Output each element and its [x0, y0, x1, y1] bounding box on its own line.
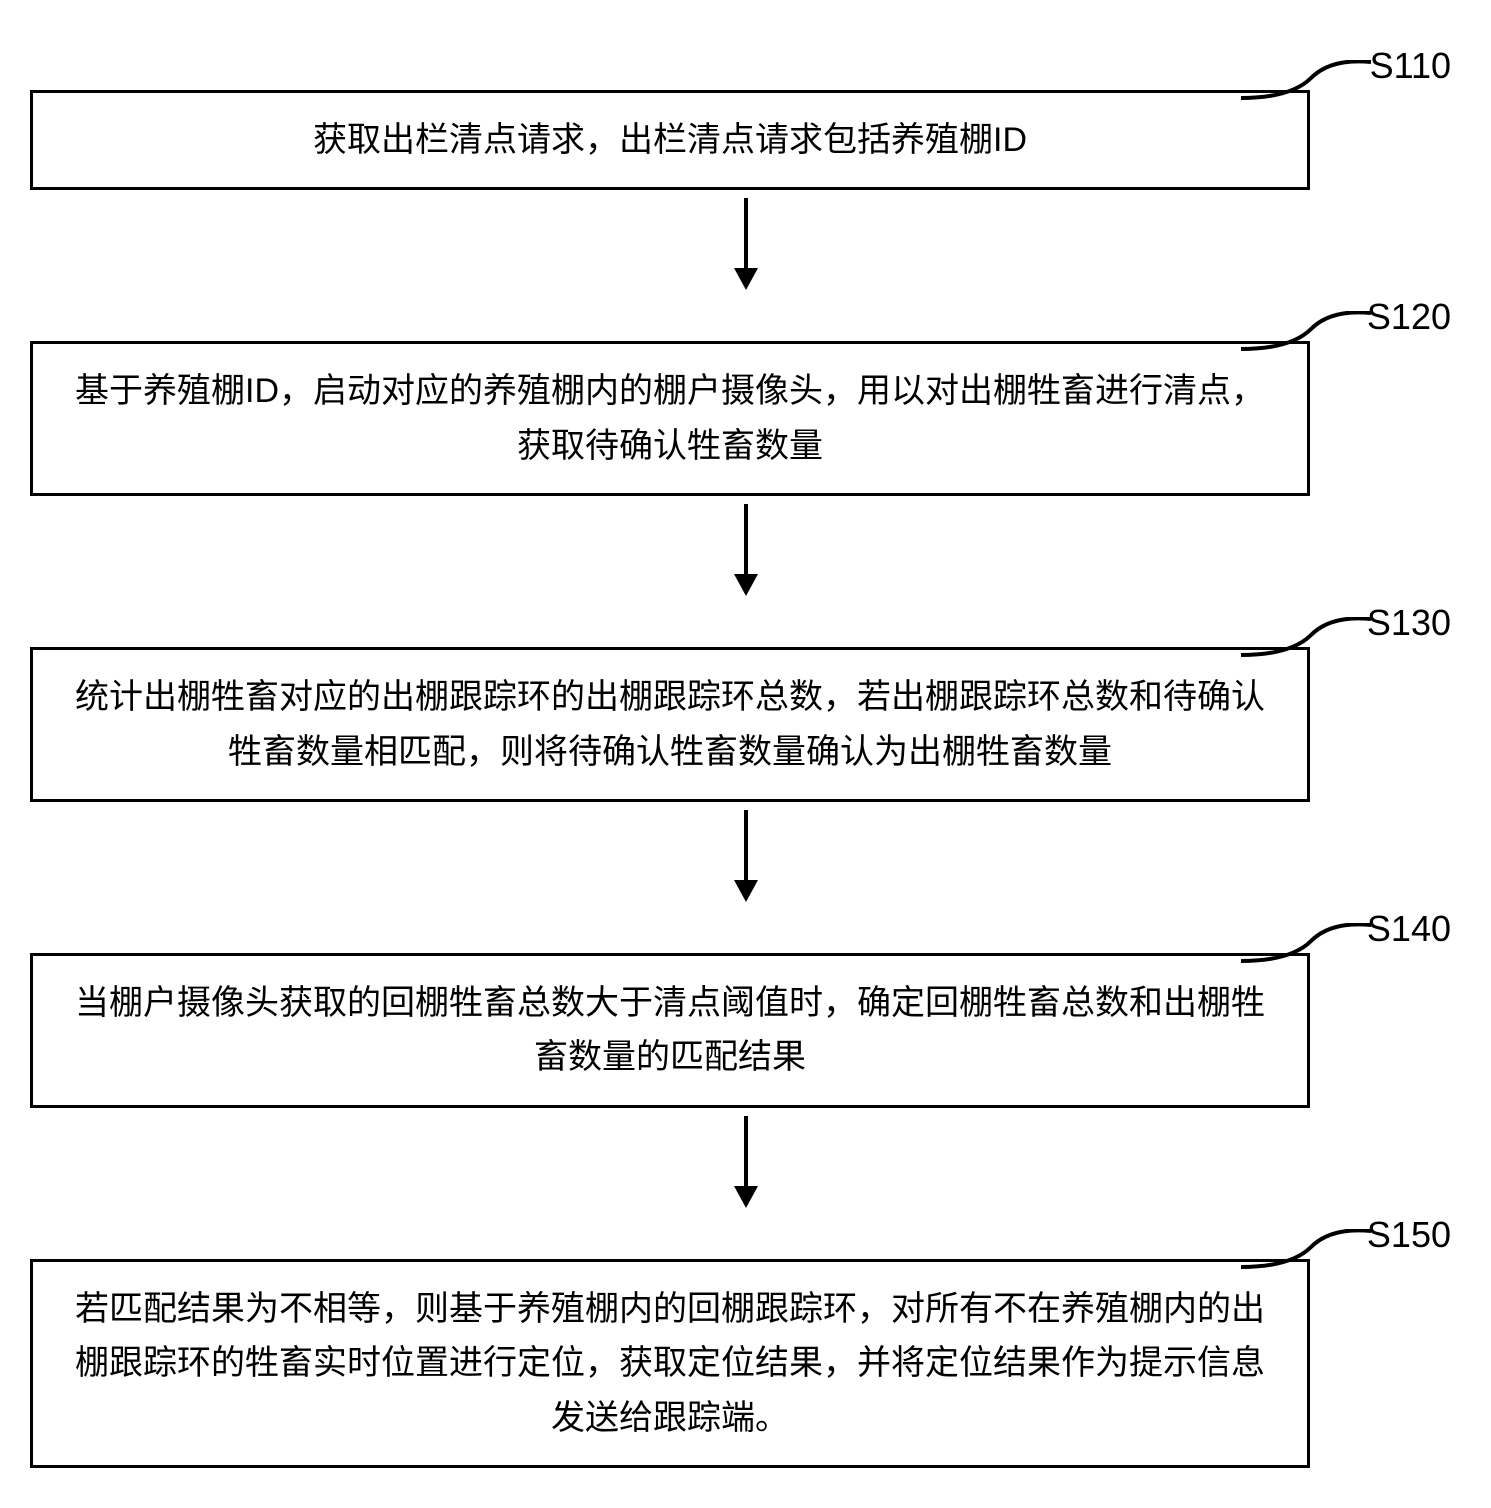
connector-s140: [1241, 923, 1371, 968]
connector-s120: [1241, 311, 1371, 356]
step-box-s110: 获取出栏清点请求，出栏清点请求包括养殖棚ID: [30, 90, 1310, 190]
step-container-s140: S140 当棚户摄像头获取的回棚牲畜总数大于清点阈值时，确定回棚牲畜总数和出棚牲…: [30, 953, 1461, 1108]
connector-s110: [1241, 60, 1371, 105]
step-box-s120: 基于养殖棚ID，启动对应的养殖棚内的棚户摄像头，用以对出棚牲畜进行清点，获取待确…: [30, 341, 1310, 496]
arrow-s110-s120: [106, 198, 1386, 293]
arrow-s130-s140: [106, 810, 1386, 905]
step-label-s140: S140: [1367, 908, 1451, 950]
step-container-s130: S130 统计出棚牲畜对应的出棚跟踪环的出棚跟踪环总数，若出棚跟踪环总数和待确认…: [30, 647, 1461, 802]
step-text-s120: 基于养殖棚ID，启动对应的养殖棚内的棚户摄像头，用以对出棚牲畜进行清点，获取待确…: [63, 364, 1277, 473]
step-text-s130: 统计出棚牲畜对应的出棚跟踪环的出棚跟踪环总数，若出棚跟踪环总数和待确认牲畜数量相…: [63, 670, 1277, 779]
step-label-s130: S130: [1367, 602, 1451, 644]
step-box-s130: 统计出棚牲畜对应的出棚跟踪环的出棚跟踪环总数，若出棚跟踪环总数和待确认牲畜数量相…: [30, 647, 1310, 802]
connector-s150: [1241, 1229, 1371, 1274]
step-text-s110: 获取出栏清点请求，出栏清点请求包括养殖棚ID: [313, 113, 1027, 167]
step-text-s150: 若匹配结果为不相等，则基于养殖棚内的回棚跟踪环，对所有不在养殖棚内的出棚跟踪环的…: [63, 1282, 1277, 1445]
step-box-s150: 若匹配结果为不相等，则基于养殖棚内的回棚跟踪环，对所有不在养殖棚内的出棚跟踪环的…: [30, 1259, 1310, 1468]
arrow-s140-s150: [106, 1116, 1386, 1211]
step-label-s110: S110: [1370, 45, 1451, 87]
step-text-s140: 当棚户摄像头获取的回棚牲畜总数大于清点阈值时，确定回棚牲畜总数和出棚牲畜数量的匹…: [63, 976, 1277, 1085]
step-container-s120: S120 基于养殖棚ID，启动对应的养殖棚内的棚户摄像头，用以对出棚牲畜进行清点…: [30, 341, 1461, 496]
arrow-s120-s130: [106, 504, 1386, 599]
step-container-s110: S110 获取出栏清点请求，出栏清点请求包括养殖棚ID: [30, 90, 1461, 190]
step-box-s140: 当棚户摄像头获取的回棚牲畜总数大于清点阈值时，确定回棚牲畜总数和出棚牲畜数量的匹…: [30, 953, 1310, 1108]
step-label-s120: S120: [1367, 296, 1451, 338]
step-label-s150: S150: [1367, 1214, 1451, 1256]
flowchart-container: S110 获取出栏清点请求，出栏清点请求包括养殖棚ID S120 基于养殖棚ID…: [30, 40, 1461, 1468]
connector-s130: [1241, 617, 1371, 662]
step-container-s150: S150 若匹配结果为不相等，则基于养殖棚内的回棚跟踪环，对所有不在养殖棚内的出…: [30, 1259, 1461, 1468]
